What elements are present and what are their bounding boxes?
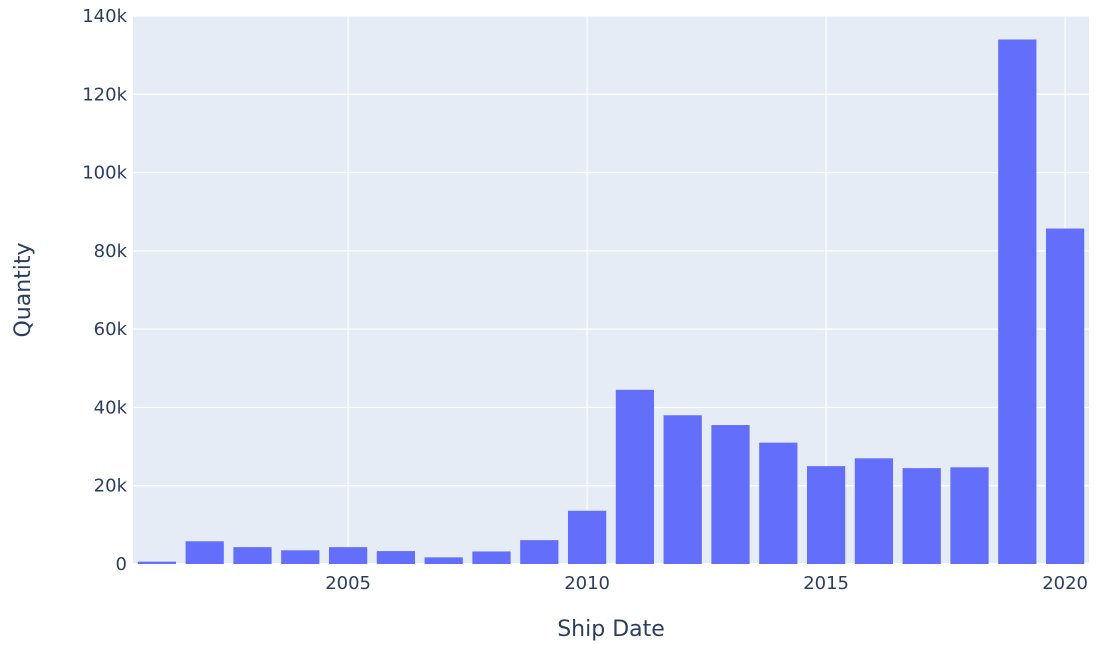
x-tick-label: 2020 bbox=[1042, 573, 1088, 594]
x-tick-label: 2010 bbox=[564, 573, 610, 594]
bars bbox=[137, 39, 1085, 564]
bar-2009[interactable] bbox=[520, 540, 559, 564]
bar-2013[interactable] bbox=[711, 425, 750, 564]
y-tick-label: 100k bbox=[82, 163, 127, 184]
y-tick-label: 20k bbox=[94, 476, 128, 497]
bar-2008[interactable] bbox=[472, 551, 511, 564]
y-axis-title: Quantity bbox=[11, 242, 36, 337]
bar-2020[interactable] bbox=[1045, 228, 1085, 564]
bar-2012[interactable] bbox=[663, 415, 702, 564]
bar-2019[interactable] bbox=[998, 39, 1037, 564]
bar-2004[interactable] bbox=[281, 550, 320, 564]
bar-2006[interactable] bbox=[376, 551, 416, 564]
bar-2001[interactable] bbox=[137, 561, 177, 564]
bar-2002[interactable] bbox=[185, 541, 224, 564]
bar-2016[interactable] bbox=[854, 458, 894, 564]
bar-2005[interactable] bbox=[328, 547, 368, 564]
bar-2018[interactable] bbox=[950, 467, 989, 564]
y-axis-ticks: 0 20k 40k 60k 80k 100k 120k 140k bbox=[82, 6, 127, 575]
x-tick-label: 2015 bbox=[803, 573, 849, 594]
bar-2015[interactable] bbox=[806, 466, 846, 564]
x-tick-label: 2005 bbox=[325, 573, 371, 594]
bar-2017[interactable] bbox=[902, 468, 941, 564]
x-axis-ticks: 2005 2010 2015 2020 bbox=[325, 573, 1088, 594]
y-tick-label: 40k bbox=[94, 397, 128, 418]
y-tick-label: 120k bbox=[82, 84, 127, 105]
y-tick-label: 60k bbox=[94, 319, 128, 340]
plot-background bbox=[133, 16, 1089, 564]
bar-2011[interactable] bbox=[615, 389, 655, 564]
x-axis-title: Ship Date bbox=[557, 617, 665, 642]
bar-2003[interactable] bbox=[233, 547, 272, 564]
bar-2014[interactable] bbox=[759, 442, 798, 564]
bar-2007[interactable] bbox=[424, 557, 463, 564]
y-tick-label: 80k bbox=[94, 241, 128, 262]
y-tick-label: 0 bbox=[116, 554, 127, 575]
bar-2010[interactable] bbox=[567, 510, 607, 564]
y-tick-label: 140k bbox=[82, 6, 127, 27]
